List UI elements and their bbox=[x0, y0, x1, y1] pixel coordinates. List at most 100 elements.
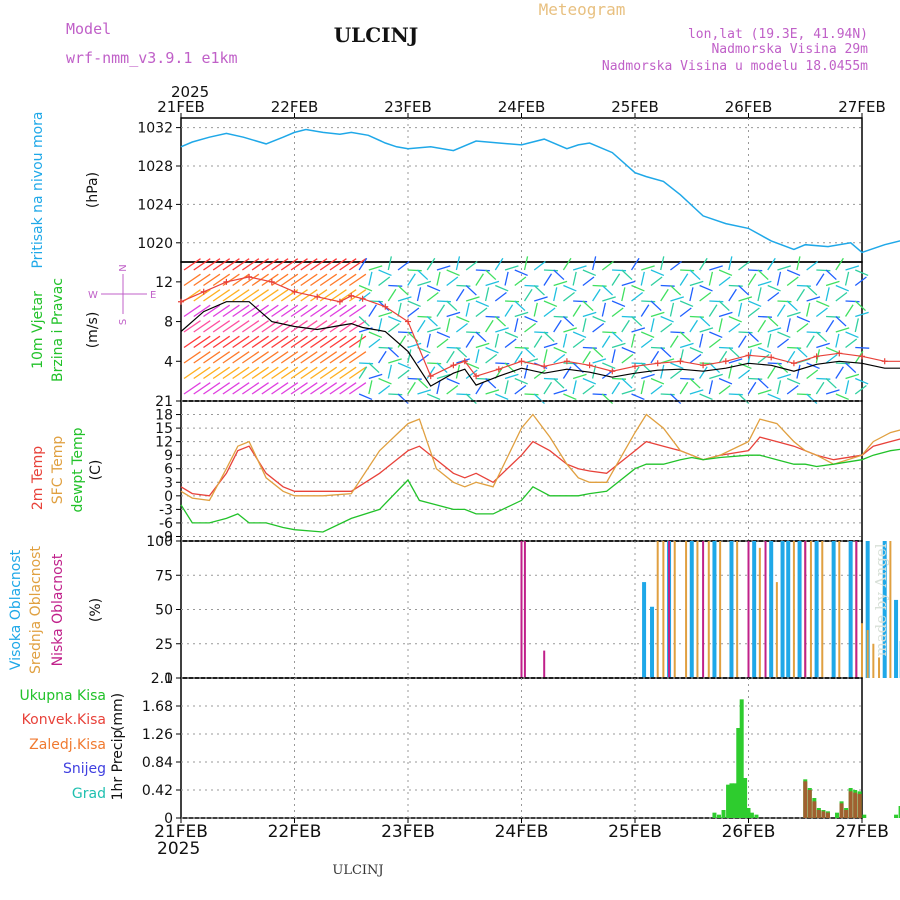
wind-arrow bbox=[387, 364, 393, 379]
cloud-bar bbox=[668, 541, 671, 678]
wind-arrow bbox=[650, 269, 665, 277]
year-bottom: 2025 bbox=[157, 839, 200, 859]
top-time-axis: 21FEB 22FEB 23FEB 24FEB 25FEB 26FEB 27FEB bbox=[157, 98, 886, 118]
wind-arrow bbox=[339, 382, 357, 395]
wind-arrow bbox=[242, 382, 260, 395]
wind-arrow bbox=[533, 302, 538, 317]
cloud-bar bbox=[804, 541, 807, 678]
wind-arrow bbox=[631, 327, 646, 333]
wind-arrow bbox=[212, 273, 231, 287]
wind-arrow bbox=[358, 333, 363, 348]
cloud-bar bbox=[642, 582, 647, 678]
wind-arrow bbox=[446, 350, 455, 364]
wind-arrow bbox=[251, 335, 269, 349]
wind-gust-marker bbox=[223, 278, 230, 285]
wind-arrow bbox=[854, 385, 867, 395]
wind-arrow bbox=[611, 342, 626, 349]
wind-arrow bbox=[543, 377, 558, 380]
wind-arrow bbox=[562, 333, 568, 348]
wind-arrow bbox=[815, 331, 828, 343]
wind-arrow bbox=[660, 347, 672, 358]
wind-arrow bbox=[631, 362, 646, 365]
wind-arrow bbox=[339, 366, 357, 380]
wind-arrow bbox=[835, 366, 844, 379]
wind-arrow bbox=[709, 265, 723, 271]
wind-arrow bbox=[777, 338, 789, 349]
wind-arrow bbox=[300, 304, 318, 318]
lonlat-text: lon,lat (19.3E, 41.94N) bbox=[688, 27, 868, 42]
dewpt-label: dewpt Temp bbox=[70, 427, 86, 512]
wind-arrow bbox=[718, 311, 733, 318]
wind-arrow bbox=[699, 366, 708, 379]
wind-gust-marker bbox=[336, 298, 343, 305]
wind-arrow bbox=[339, 335, 357, 349]
wind-arrow bbox=[446, 311, 461, 318]
wind-gust-marker bbox=[473, 373, 480, 380]
wind-arrow bbox=[436, 338, 449, 349]
temp-line-2 bbox=[180, 448, 900, 533]
cloud-bar bbox=[809, 541, 812, 678]
cloud-bar bbox=[650, 606, 655, 678]
wind-arrow bbox=[806, 296, 821, 302]
wind-arrow bbox=[689, 378, 701, 389]
precip-bar bbox=[712, 812, 717, 818]
wind-arrow bbox=[485, 319, 494, 333]
cloud-bar bbox=[752, 541, 757, 678]
wind-arrow bbox=[621, 315, 636, 318]
wind-arrow bbox=[835, 284, 849, 292]
wind-arrow bbox=[543, 349, 548, 364]
wind-arrow bbox=[495, 327, 509, 333]
wind-arrow bbox=[533, 285, 545, 296]
wind-arrow bbox=[280, 382, 299, 395]
wind-arrow bbox=[660, 393, 675, 396]
wind-arrow bbox=[514, 318, 519, 333]
wind-gust-marker bbox=[790, 360, 797, 367]
wind-arrow bbox=[757, 378, 769, 389]
wind-arrow bbox=[232, 273, 250, 287]
product-title: Meteogram bbox=[539, 0, 626, 19]
wind-arrow bbox=[290, 320, 308, 333]
wind-arrow bbox=[553, 287, 558, 302]
legend-grad: Grad bbox=[72, 786, 106, 802]
wind-arrow bbox=[602, 296, 616, 302]
wind-arrow bbox=[456, 393, 471, 396]
wind-arrow bbox=[728, 393, 743, 396]
wind-arrow bbox=[844, 304, 854, 317]
panel-precipitation: 0 0.42 0.84 1.26 1.68 2.1 bbox=[142, 671, 900, 827]
wind-arrow bbox=[378, 276, 391, 287]
wind-arrow bbox=[417, 269, 429, 281]
wind-arrow bbox=[407, 331, 419, 343]
compass-west: W bbox=[88, 290, 98, 301]
precip-ylabel: 1hr Precip bbox=[110, 730, 126, 801]
wind-arrow bbox=[709, 373, 723, 380]
wind-arrow bbox=[465, 296, 480, 302]
wind-arrow bbox=[708, 362, 721, 374]
wind-gust-marker bbox=[768, 354, 775, 361]
wind-arrow bbox=[640, 338, 653, 349]
wind-arrow bbox=[747, 273, 757, 286]
cloud-bar bbox=[872, 643, 875, 678]
wind-gust-marker bbox=[291, 288, 298, 295]
wind-arrow bbox=[475, 381, 484, 395]
wind-arrow bbox=[455, 256, 461, 271]
wind-arrow bbox=[592, 347, 604, 358]
wind-arrow bbox=[475, 377, 490, 380]
wind-arrow bbox=[310, 273, 328, 287]
wind-arrow bbox=[505, 300, 520, 303]
panel-frame bbox=[180, 677, 863, 819]
wind-arrow bbox=[242, 273, 260, 287]
wind-arrow bbox=[543, 331, 555, 343]
wind-arrow bbox=[407, 349, 412, 364]
wind-arrow bbox=[855, 377, 869, 385]
wind-arrow bbox=[855, 311, 869, 318]
panel-frame bbox=[180, 400, 863, 542]
wind-arrow bbox=[280, 335, 299, 349]
bottom-tick-label: 24FEB bbox=[495, 822, 549, 842]
wind-arrow bbox=[475, 269, 490, 272]
wind-arrow bbox=[261, 258, 279, 271]
pressure-ylabel-group: Pritisak na nivou mora (hPa) bbox=[30, 111, 101, 268]
wind-arrow bbox=[183, 335, 201, 349]
wind-arrow bbox=[669, 285, 682, 296]
wind-arrow bbox=[485, 346, 499, 354]
wind-arrow bbox=[806, 393, 818, 405]
